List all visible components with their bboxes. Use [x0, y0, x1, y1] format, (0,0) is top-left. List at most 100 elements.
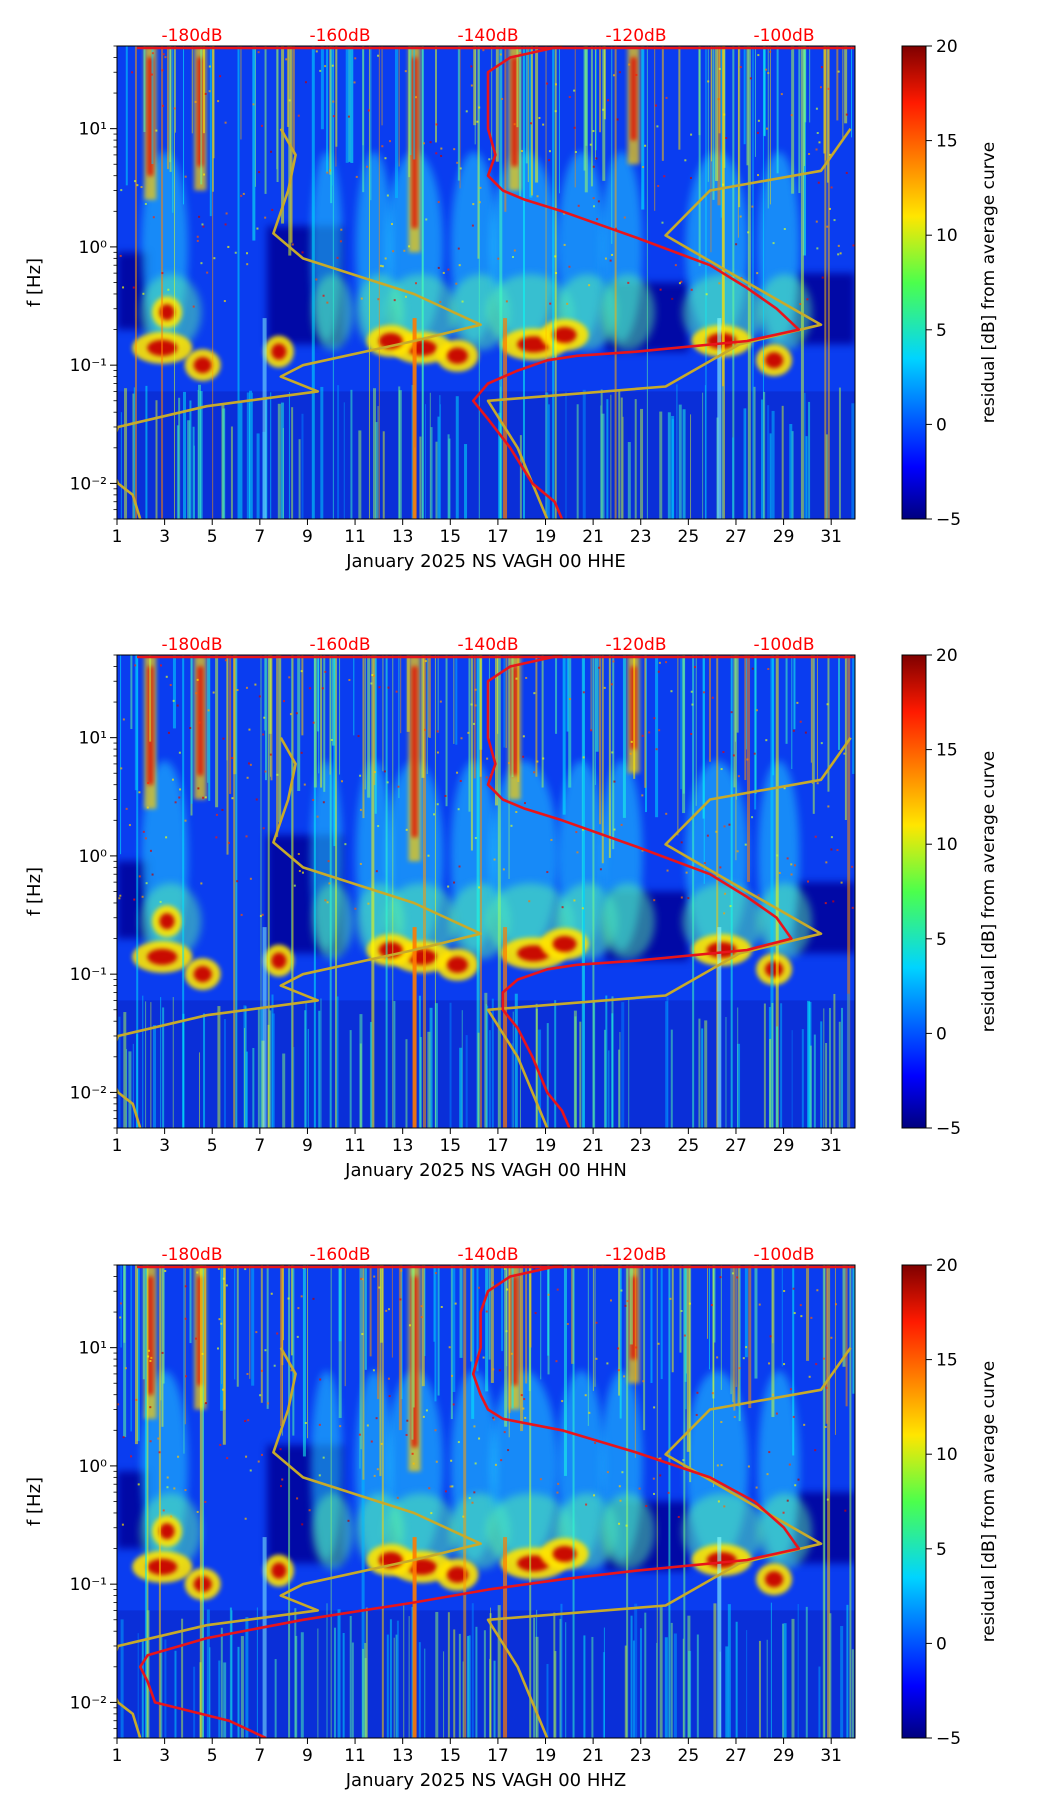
heatmap-streak: [408, 46, 411, 178]
heatmap-speckle: [606, 1362, 609, 1365]
heatmap-streak: [474, 46, 476, 145]
heatmap-speckle: [222, 737, 225, 740]
heatmap-speckle: [208, 90, 211, 93]
heatmap-speckle: [577, 204, 580, 207]
heatmap-streak: [270, 655, 272, 777]
heatmap-speckle: [455, 282, 458, 285]
colorbar-tick-label: 0: [936, 1634, 947, 1654]
heatmap-speckle: [220, 1322, 223, 1325]
heatmap-speckle: [783, 1363, 786, 1366]
heatmap-speckle: [195, 692, 198, 695]
heatmap-lf-streak: [429, 1007, 433, 1128]
colorbar-tick-label: 5: [936, 1540, 947, 1560]
heatmap-streak: [587, 1265, 589, 1426]
heatmap-streak: [776, 46, 779, 174]
heatmap-speckle: [659, 1474, 662, 1477]
heatmap-lf-streak: [820, 1021, 823, 1128]
heatmap-lf-streak: [461, 1010, 463, 1128]
x-tick-label: 31: [820, 1136, 842, 1156]
heatmap-speckle: [667, 1491, 670, 1494]
heatmap-speckle: [548, 159, 551, 162]
x-tick-label: 5: [207, 527, 218, 547]
heatmap-streak: [735, 1265, 737, 1387]
heatmap-speckle: [255, 1331, 258, 1334]
x-tick-label: 3: [159, 1746, 170, 1766]
heatmap-speckle: [474, 1462, 477, 1465]
heatmap-plume-core: [600, 274, 655, 351]
heatmap-lf-streak: [467, 1636, 470, 1738]
heatmap-lf-streak: [465, 1035, 468, 1128]
heatmap-streak: [680, 655, 682, 790]
heatmap-speckle: [424, 660, 427, 663]
heatmap-speckle: [399, 1298, 402, 1301]
heatmap-streak: [288, 1265, 291, 1738]
heatmap-streak: [494, 655, 498, 806]
heatmap-speckle: [598, 666, 601, 669]
heatmap-lf-streak: [554, 1000, 557, 1128]
heatmap-streak: [297, 655, 301, 792]
heatmap-speckle: [249, 763, 252, 766]
heatmap-speckle: [503, 1431, 506, 1434]
heatmap-speckle: [592, 165, 595, 168]
noise-model-high-curve: [486, 736, 852, 1128]
heatmap-speckle: [730, 711, 733, 714]
heatmap-speckle: [757, 54, 760, 57]
heatmap-lf-streak: [133, 387, 135, 519]
heatmap-streak: [582, 655, 585, 1128]
heatmap-streak: [123, 1265, 126, 1343]
heatmap-speckle: [593, 205, 596, 208]
heatmap-streak: [368, 46, 370, 519]
heatmap-speckle: [312, 721, 315, 724]
heatmap-event-column: [262, 1537, 267, 1738]
heatmap-speckle: [757, 894, 760, 897]
top-db-label: -140dB: [457, 26, 518, 46]
heatmap-lf-streak: [164, 1639, 167, 1738]
heatmap-streak: [603, 46, 606, 120]
heatmap-streak: [202, 1265, 204, 1738]
heatmap-hotspot-core: [552, 326, 577, 343]
colorbar-tick-label: 15: [936, 132, 958, 152]
heatmap-streak: [574, 46, 576, 188]
heatmap-speckle: [817, 181, 820, 184]
heatmap-lf-streak: [484, 992, 488, 1128]
heatmap-lf-streak: [644, 1612, 647, 1738]
heatmap-lf-streak: [145, 385, 148, 519]
heatmap-speckle: [691, 703, 694, 706]
heatmap-speckle: [794, 864, 797, 867]
noise-model-low-curve: [117, 128, 482, 519]
heatmap-streak: [508, 655, 510, 880]
heatmap-speckle: [747, 231, 750, 234]
heatmap-speckle: [161, 69, 164, 72]
heatmap-streak: [313, 655, 317, 788]
colorbar-tick-label: 10: [936, 1445, 958, 1465]
heatmap-hf-burst-core: [197, 666, 204, 776]
heatmap-speckle: [256, 227, 259, 230]
x-tick-label: 9: [302, 1746, 313, 1766]
heatmap-lf-streak: [619, 1031, 621, 1128]
heatmap-lf-streak: [120, 1619, 124, 1738]
heatmap-streak: [423, 655, 427, 1128]
heatmap-speckle: [436, 751, 439, 754]
heatmap-speckle: [347, 1519, 350, 1522]
heatmap-speckle: [118, 897, 121, 900]
heatmap-lf-streak: [257, 1008, 260, 1128]
heatmap-speckle: [799, 1304, 802, 1307]
x-tick-label: 25: [678, 1136, 700, 1156]
heatmap-streak: [161, 1265, 164, 1427]
heatmap-streak: [733, 655, 736, 788]
x-axis-label: January 2025 NS VAGH 00 HHN: [344, 1160, 627, 1181]
heatmap-speckle: [790, 873, 793, 876]
x-tick-label: 31: [820, 1746, 842, 1766]
heatmap-speckle: [367, 902, 370, 905]
heatmap-streak: [793, 655, 796, 730]
heatmap-speckle: [137, 1483, 140, 1486]
colorbar-tick-label: −5: [936, 510, 961, 530]
heatmap-lf-streak: [443, 1651, 445, 1738]
heatmap-speckle: [119, 1316, 122, 1319]
heatmap-speckle: [482, 1356, 485, 1359]
heatmap-streak: [824, 46, 827, 519]
colorbar-label: residual [dB] from average curve: [979, 1361, 999, 1642]
heatmap-streak: [838, 655, 841, 750]
heatmap-speckle: [830, 836, 833, 839]
heatmap-speckle: [815, 107, 818, 110]
